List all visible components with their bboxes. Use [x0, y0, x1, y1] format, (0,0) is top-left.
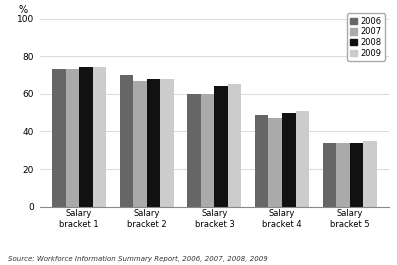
Bar	[66, 69, 79, 207]
Bar	[52, 69, 66, 207]
Bar	[133, 81, 147, 207]
Legend: 2006, 2007, 2008, 2009: 2006, 2007, 2008, 2009	[347, 13, 385, 61]
Text: Source: Workforce Information Summary Report, 2006, 2007, 2008, 2009: Source: Workforce Information Summary Re…	[8, 256, 268, 262]
Bar	[363, 141, 377, 207]
Bar	[79, 68, 93, 207]
Bar	[201, 94, 214, 207]
Bar	[214, 86, 228, 207]
Bar	[350, 143, 363, 207]
Bar	[282, 113, 295, 207]
Bar	[255, 114, 268, 207]
Bar	[336, 143, 350, 207]
Bar	[228, 84, 241, 207]
Bar	[120, 75, 133, 207]
Bar	[268, 118, 282, 207]
Bar	[147, 79, 160, 207]
Bar	[323, 143, 336, 207]
Text: %: %	[19, 5, 28, 15]
Bar	[187, 94, 201, 207]
Bar	[93, 68, 106, 207]
Bar	[295, 111, 309, 207]
Bar	[160, 79, 174, 207]
